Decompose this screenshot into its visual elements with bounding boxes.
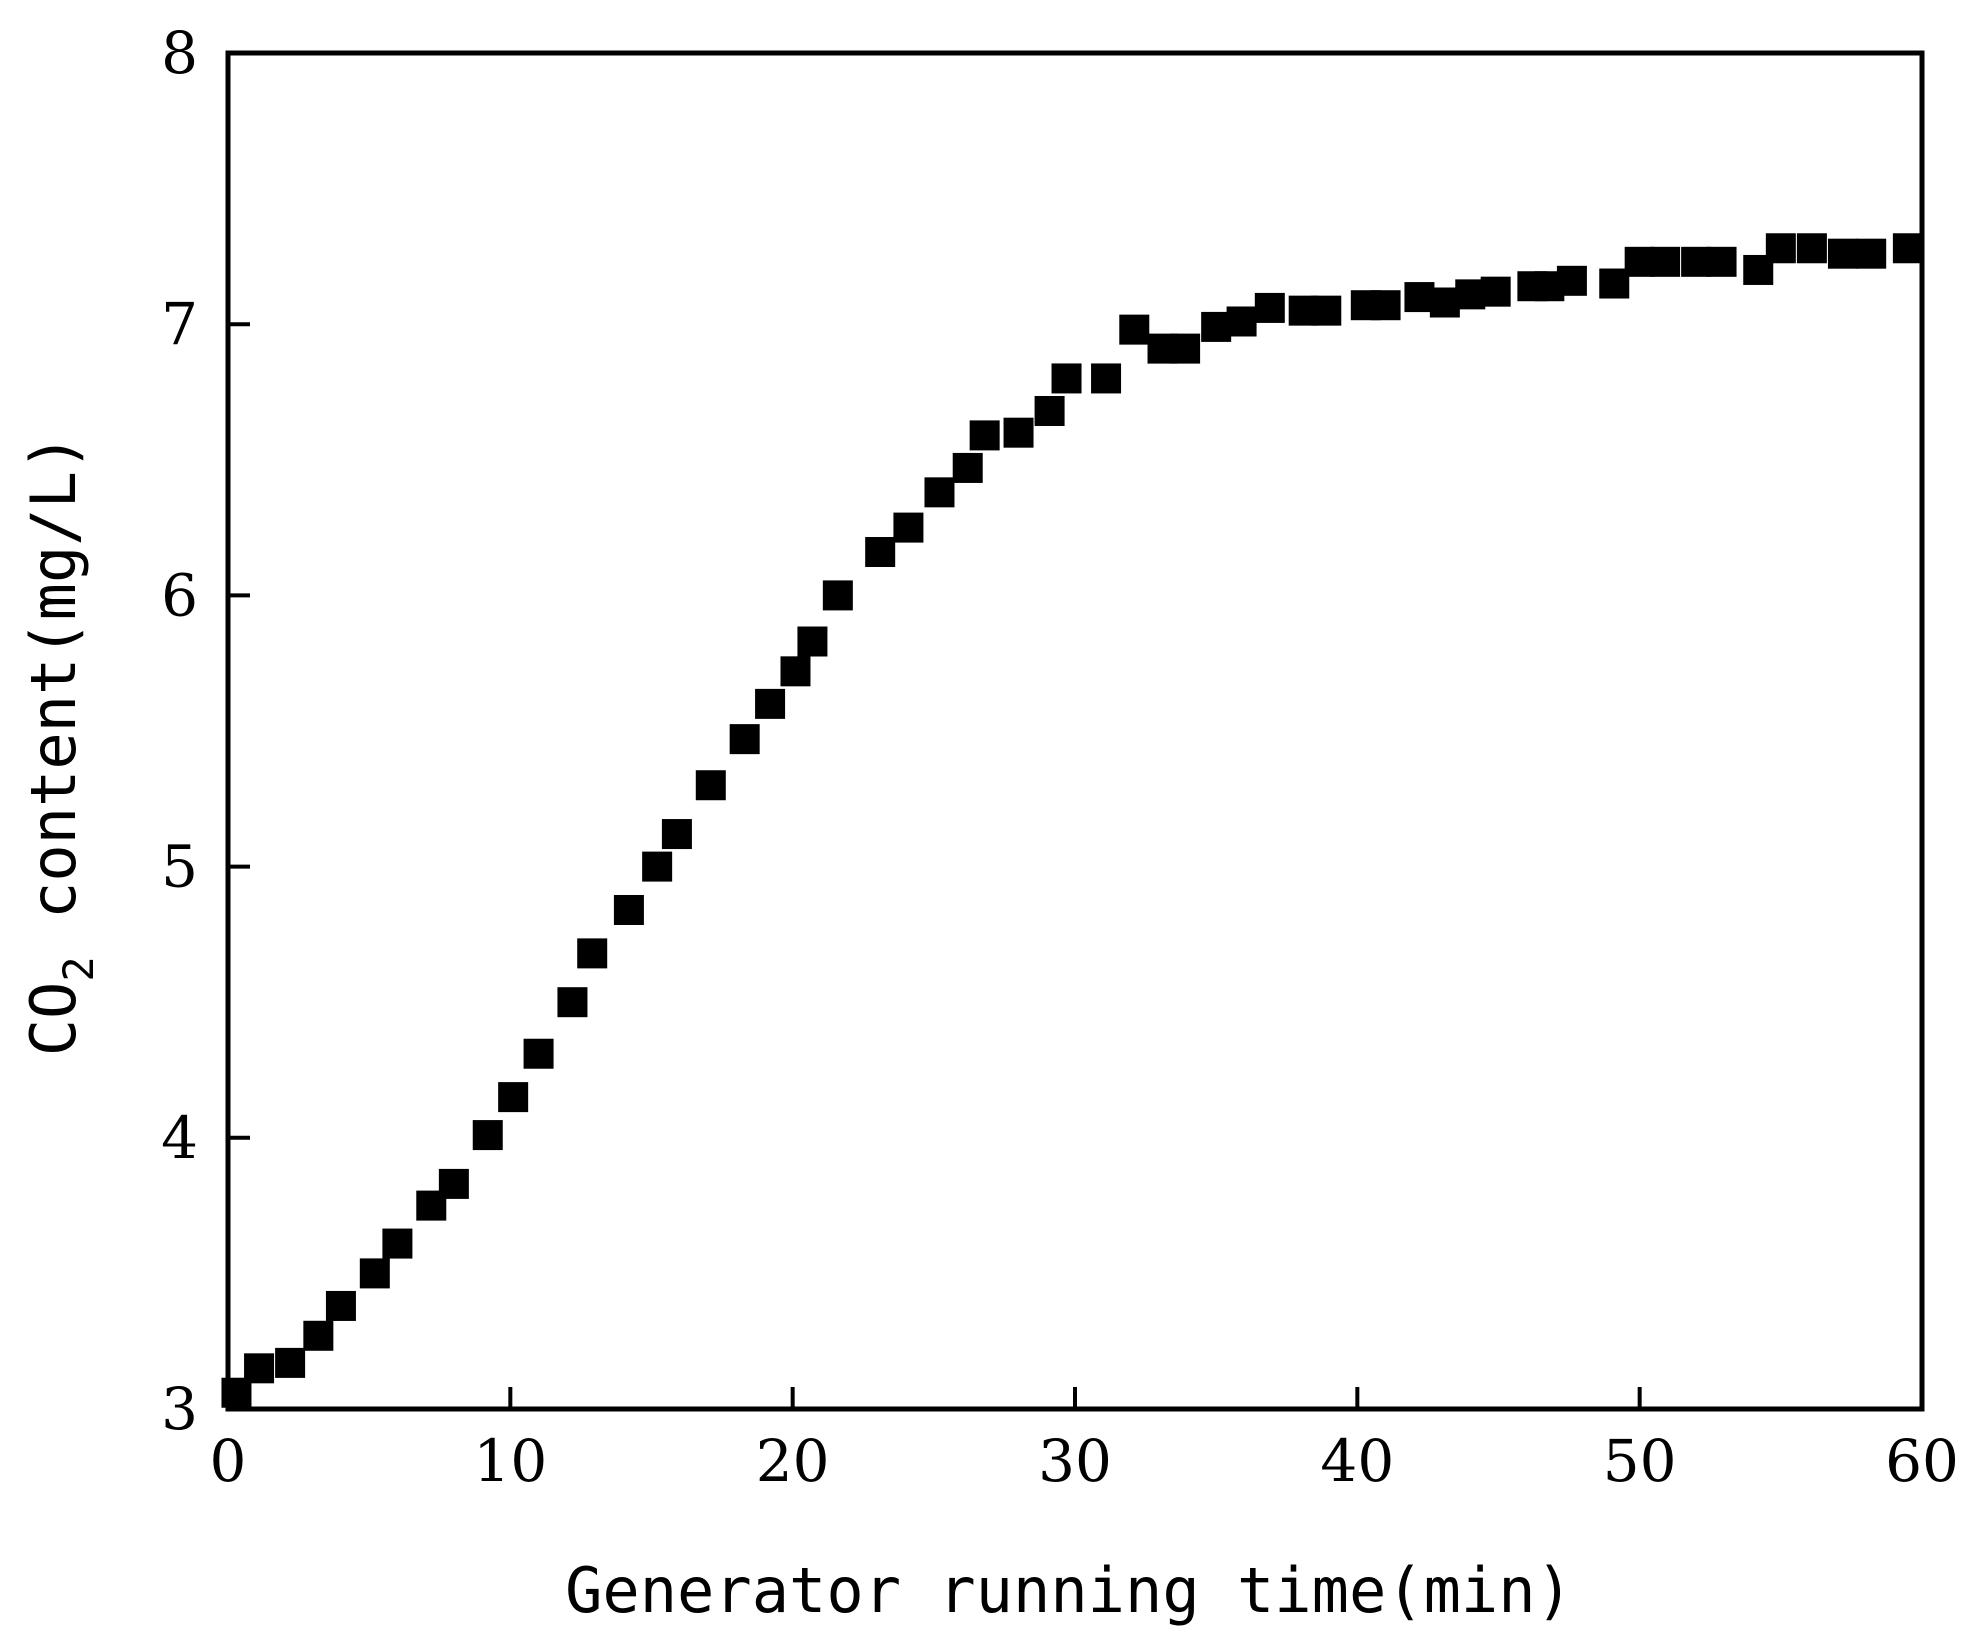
data-point-24 xyxy=(893,512,924,543)
data-point-29 xyxy=(1034,395,1065,426)
data-point-22 xyxy=(822,580,853,611)
data-point-9 xyxy=(472,1120,503,1151)
data-point-35 xyxy=(1201,311,1232,342)
data-point-3 xyxy=(303,1320,334,1351)
data-point-11 xyxy=(523,1038,554,1069)
data-point-58 xyxy=(1856,238,1887,269)
y-axis-label-suffix: content(mg/L) xyxy=(17,434,90,957)
y-axis-label-prefix: CO xyxy=(17,982,90,1057)
data-point-43 xyxy=(1429,287,1460,318)
plot-frame xyxy=(225,50,1925,1412)
data-point-44 xyxy=(1455,279,1486,310)
y-tick-label-5: 5 xyxy=(161,833,198,901)
data-point-31 xyxy=(1091,363,1122,394)
data-point-57 xyxy=(1827,238,1858,269)
data-point-13 xyxy=(577,938,608,969)
data-point-20 xyxy=(780,656,811,687)
data-point-59 xyxy=(1892,233,1923,264)
data-point-56 xyxy=(1796,233,1827,264)
data-point-18 xyxy=(729,724,760,755)
data-point-16 xyxy=(661,819,692,850)
data-point-25 xyxy=(924,477,955,508)
data-point-2 xyxy=(275,1347,306,1378)
y-tick-label-4: 4 xyxy=(161,1104,198,1172)
y-axis-label-subscript: 2 xyxy=(54,956,103,981)
data-point-45 xyxy=(1480,276,1511,307)
y-tick-label-6: 6 xyxy=(161,561,198,629)
data-point-15 xyxy=(642,851,673,882)
x-tick-label-20: 20 xyxy=(756,1427,830,1495)
data-point-10 xyxy=(498,1082,529,1113)
data-point-23 xyxy=(865,537,896,568)
x-tick-label-50: 50 xyxy=(1603,1427,1677,1495)
data-point-50 xyxy=(1624,246,1655,277)
x-axis-label: Generator running time(min) xyxy=(565,1554,1573,1627)
data-point-34 xyxy=(1170,333,1201,364)
data-point-36 xyxy=(1226,306,1257,337)
data-point-26 xyxy=(952,452,983,483)
data-point-48 xyxy=(1556,265,1587,296)
data-point-42 xyxy=(1404,282,1435,313)
data-point-14 xyxy=(613,894,644,925)
x-tick-label-10: 10 xyxy=(473,1427,547,1495)
x-tick-label-40: 40 xyxy=(1320,1427,1394,1495)
data-point-28 xyxy=(1003,417,1034,448)
data-point-6 xyxy=(382,1228,413,1259)
data-point-49 xyxy=(1599,268,1630,299)
data-point-21 xyxy=(797,626,828,657)
data-point-55 xyxy=(1765,233,1796,264)
y-tick-label-8: 8 xyxy=(161,19,198,87)
y-tick-label-7: 7 xyxy=(161,290,198,358)
x-tick-label-0: 0 xyxy=(210,1427,247,1495)
data-point-8 xyxy=(438,1168,469,1199)
data-points xyxy=(221,233,1923,1408)
data-point-19 xyxy=(755,688,786,719)
data-point-41 xyxy=(1370,290,1401,321)
data-point-17 xyxy=(695,770,726,801)
svg-text:CO2 content(mg/L): CO2 content(mg/L) xyxy=(17,434,103,1057)
data-point-30 xyxy=(1051,363,1082,394)
data-point-4 xyxy=(325,1290,356,1321)
data-point-53 xyxy=(1706,246,1737,277)
axis-tick-labels: 0 10 20 30 40 50 60 3 4 5 6 7 8 xyxy=(161,19,1959,1495)
data-point-12 xyxy=(557,987,588,1018)
data-point-51 xyxy=(1650,246,1681,277)
data-point-5 xyxy=(359,1258,390,1289)
y-tick-label-3: 3 xyxy=(161,1375,198,1443)
x-tick-label-60: 60 xyxy=(1885,1427,1959,1495)
x-tick-label-30: 30 xyxy=(1038,1427,1112,1495)
data-point-27 xyxy=(969,420,1000,451)
y-axis-label: CO2 content(mg/L) xyxy=(17,434,103,1057)
data-point-37 xyxy=(1254,292,1285,323)
data-point-32 xyxy=(1119,314,1150,345)
data-point-1 xyxy=(244,1353,275,1384)
data-point-52 xyxy=(1681,246,1712,277)
data-point-39 xyxy=(1311,295,1342,326)
